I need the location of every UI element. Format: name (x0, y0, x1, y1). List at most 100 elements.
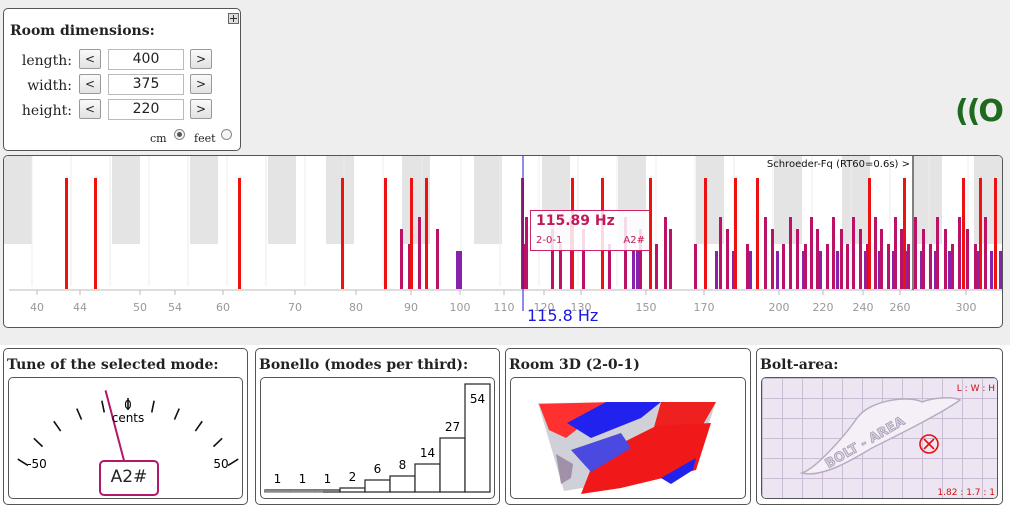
mode-bar (341, 178, 344, 289)
height-increment-button[interactable]: > (190, 99, 212, 119)
mode-bar (756, 178, 759, 289)
gauge-tick (76, 408, 83, 420)
bolt-area-plot[interactable]: BOLT - AREA L : W : H 1.82 : 1.7 : 1 (761, 377, 998, 499)
spectrum-tick-label: 260 (890, 301, 911, 314)
spectrum-tick-label: 70 (288, 301, 302, 314)
spectrum-tick-label: 240 (853, 301, 874, 314)
room-3d-lobe (567, 402, 661, 438)
gauge-needle (104, 390, 126, 463)
mode-bar (649, 178, 652, 289)
spectrum-tick-label: 170 (694, 301, 715, 314)
gauge-tick (33, 437, 44, 448)
mode-bar (958, 217, 961, 289)
mode-bar (715, 251, 718, 289)
length-decrement-button[interactable]: < (79, 49, 101, 69)
mode-spectrum-chart[interactable]: 40 44 50 54 60 70 80 90 100 110 120 130 150 170 200 220… (4, 156, 1003, 328)
mode-bar (776, 251, 779, 289)
unit-feet-label: feet (194, 132, 216, 145)
mode-bar (979, 178, 982, 289)
spectrum-tick-label: 130 (571, 301, 592, 314)
gauge-max-label: 50 (213, 457, 228, 471)
spectrum-tick-label: 220 (813, 301, 834, 314)
bonello-chart: 1 1 1 2 6 8 14 27 54 (260, 377, 495, 499)
mode-bar (974, 244, 977, 289)
room-3d-lobe (571, 433, 631, 472)
mode-tooltip: 115.89 Hz 2-0-1 A2# (530, 210, 650, 251)
mode-bar (669, 229, 672, 289)
length-label: length: (21, 53, 72, 69)
mode-bar (944, 229, 947, 289)
mode-bar (948, 251, 951, 289)
mode-bar (819, 251, 822, 289)
mode-bar (425, 178, 428, 289)
spectrum-band (112, 156, 140, 244)
mode-bar (852, 217, 855, 289)
bonello-count-label: 27 (445, 420, 460, 434)
spectrum-tick-label: 150 (636, 301, 657, 314)
mode-bar (726, 229, 729, 289)
mode-bar (832, 217, 835, 289)
mode-bar (400, 229, 403, 289)
mode-bar (704, 178, 707, 289)
mode-bar (789, 217, 792, 289)
tooltip-mode-index: 2-0-1 (536, 235, 563, 246)
height-decrement-button[interactable]: < (79, 99, 101, 119)
room-dimensions-title: Room dimensions: (10, 23, 155, 39)
mode-bar (976, 251, 979, 289)
mode-bar (525, 217, 528, 289)
mode-bar (559, 244, 562, 289)
mode-bar (994, 178, 997, 289)
mode-bar (864, 251, 867, 289)
mode-spectrum-panel[interactable]: 40 44 50 54 60 70 80 90 100 110 120 130 150 170 200 220… (3, 155, 1003, 328)
mode-bar (878, 251, 881, 289)
mode-bar (523, 244, 526, 289)
gauge-tick (17, 458, 29, 467)
mode-bar (551, 229, 554, 289)
mode-bar (771, 229, 774, 289)
width-label: width: (27, 78, 72, 94)
unit-cm-label: cm (150, 132, 167, 145)
mode-bar (632, 251, 635, 289)
bolt-axes-label: L : W : H (957, 384, 995, 394)
mode-bar (636, 251, 639, 289)
bolt-ratio-label: 1.82 : 1.7 : 1 (937, 488, 995, 498)
mode-bar (887, 244, 890, 289)
gauge-tick (212, 437, 223, 448)
room-3d-view[interactable] (510, 377, 746, 499)
mode-bar (868, 178, 871, 289)
width-increment-button[interactable]: > (190, 74, 212, 94)
unit-cm-radio[interactable] (174, 129, 185, 140)
bonello-bar (414, 463, 441, 493)
width-decrement-button[interactable]: < (79, 74, 101, 94)
mode-bar (914, 217, 917, 289)
length-increment-button[interactable]: > (190, 49, 212, 69)
mode-bar (859, 229, 862, 289)
height-input[interactable]: 220 (108, 99, 184, 120)
mode-bar (459, 251, 462, 289)
expand-icon[interactable] (228, 13, 239, 24)
room-ratio-marker-icon (919, 434, 939, 454)
mode-bar (810, 217, 813, 289)
unit-feet-radio[interactable] (221, 129, 232, 140)
mode-bar (694, 244, 697, 289)
mode-bar (664, 217, 667, 289)
bonello-count-label: 54 (470, 392, 485, 406)
mode-bar (929, 244, 932, 289)
mode-bar (94, 178, 97, 289)
tooltip-frequency: 115.89 Hz (536, 213, 615, 229)
mode-bar (990, 251, 993, 289)
spectrum-tick-label: 80 (349, 301, 363, 314)
mode-bar (734, 178, 737, 289)
length-input[interactable]: 400 (108, 49, 184, 70)
spectrum-band (268, 156, 296, 244)
bonello-count-label: 8 (399, 458, 407, 472)
tooltip-note: A2# (623, 235, 645, 246)
mode-bar (436, 229, 439, 289)
mode-bar (804, 244, 807, 289)
width-input[interactable]: 375 (108, 74, 184, 95)
spectrum-band (474, 156, 502, 244)
tune-panel: Tune of the selected mode: 0 cents -50 5… (3, 348, 248, 505)
spectrum-tick-label: 100 (450, 301, 471, 314)
spectrum-tick-label: 110 (494, 301, 515, 314)
gauge-zero-label: 0 (124, 398, 132, 412)
